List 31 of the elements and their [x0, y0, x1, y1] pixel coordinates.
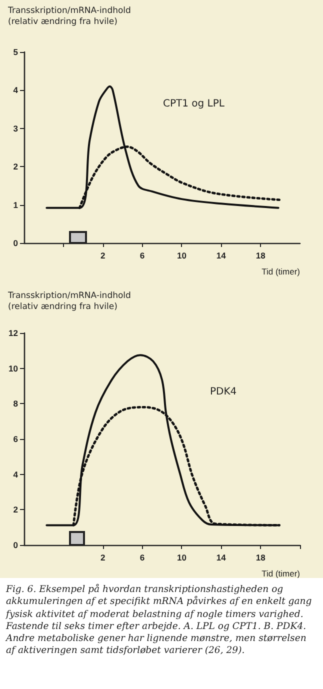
x-tick-label: 18 [256, 552, 266, 562]
y-tick-label: 2 [13, 162, 18, 172]
y-tick-label: 2 [13, 504, 18, 515]
text: CPT1 og LPL [163, 98, 225, 110]
x-tick-label: 6 [140, 552, 145, 562]
y-axis-title: Transskription/mRNA-indhold (relativ ændring fra hvile) [8, 291, 132, 313]
x-tick-label: 2 [100, 552, 106, 562]
y-tick-label: 8 [13, 398, 18, 409]
x-tick-label: 10 [176, 552, 187, 562]
x-tick-label: 2 [100, 250, 106, 260]
y-tick-label: 4 [13, 85, 18, 96]
caption: Fig. 6. Eksempel på hvordan transkriptionshastigheden og akkumuleringen af et specifikt mRNA påvirkes af en enkelt gang fysisk aktivitet af moderat belastning af nogle timers varighed. Fastende til seks timer efter arbejde. A. LPL og CPT1. B. PDK4. Andre metaboliske gener har lignende mønstre, men størrelsen af aktiveringen samt tidsforløbet varierer (26, 29). [4, 582, 313, 658]
y-tick-label: 10 [8, 363, 18, 374]
y-tick-label: 0 [13, 238, 18, 248]
x-axis-title: Tid (timer) [262, 568, 300, 578]
x-tick-label: 14 [216, 250, 226, 260]
x-tick-label: 14 [216, 552, 226, 562]
y-tick-label: 0 [13, 540, 18, 550]
y-tick-label: 4 [13, 469, 18, 480]
y-tick-label: 1 [13, 200, 18, 210]
y-tick-label: 5 [13, 47, 18, 57]
y-tick-label: 3 [13, 123, 18, 134]
x-tick-label: 18 [256, 250, 266, 260]
x-tick-label: 10 [176, 250, 187, 260]
y-tick-label: 6 [13, 434, 18, 444]
line-series [46, 85, 280, 209]
y-axis-title: Transskription/mRNA-indhold (relativ ændring fra hvile) [8, 6, 132, 28]
y-tick-label: 12 [8, 328, 18, 338]
x-tick-label: 6 [140, 250, 145, 260]
text: PDK4 [210, 386, 237, 398]
x-axis-title: Tid (timer) [262, 266, 300, 276]
